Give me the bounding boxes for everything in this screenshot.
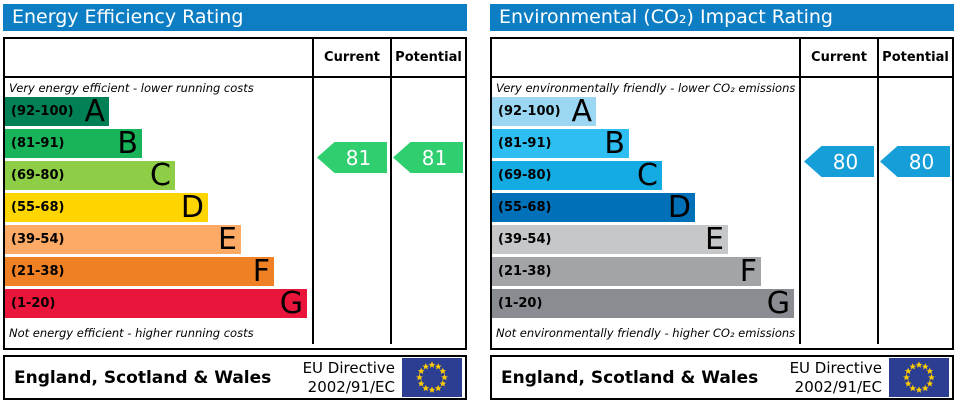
current-column: 81 [312, 78, 390, 344]
table-header-row: Current Potential [5, 39, 465, 78]
current-column-header: Current [312, 39, 390, 76]
potential-rating-value: 80 [908, 149, 935, 174]
band-letter: C [637, 161, 658, 190]
band-row-a: (92-100) A [492, 97, 596, 126]
band-range: (1-20) [498, 296, 543, 311]
band-letter: F [252, 257, 270, 286]
table-header-row: Current Potential [492, 39, 952, 78]
eu-directive-line1: EU Directive [302, 358, 395, 377]
band-row-c: (69-80) C [492, 161, 662, 190]
band-row-b: (81-91) B [5, 129, 142, 158]
environmental-impact-panel: Environmental (CO₂) Impact Rating Curren… [490, 4, 954, 400]
band-letter: B [117, 129, 138, 158]
panel-title: Environmental (CO₂) Impact Rating [490, 4, 954, 31]
rating-table: Current Potential Very environmentally f… [490, 37, 954, 350]
eu-directive-label: EU Directive 2002/91/EC [790, 359, 882, 397]
band-range: (55-68) [11, 200, 65, 215]
band-row-a: (92-100) A [5, 97, 109, 126]
top-note: Very energy efficient - lower running co… [9, 81, 254, 95]
band-row-e: (39-54) E [5, 225, 241, 254]
band-row-g: (1-20) G [5, 289, 307, 318]
current-column: 80 [799, 78, 877, 344]
potential-rating-arrow: 80 [880, 146, 950, 177]
potential-column: 81 [390, 78, 465, 344]
band-range: (21-38) [498, 264, 552, 279]
band-letter: F [739, 257, 757, 286]
band-letter: E [218, 225, 237, 254]
eu-directive-line1: EU Directive [789, 358, 882, 377]
current-rating-arrow: 81 [317, 142, 387, 173]
band-range: (81-91) [11, 136, 65, 151]
top-note: Very environmentally friendly - lower CO… [496, 81, 796, 95]
band-range: (69-80) [498, 168, 552, 183]
rating-table: Current Potential Very energy efficient … [3, 37, 467, 350]
band-row-e: (39-54) E [492, 225, 728, 254]
header-spacer [492, 39, 799, 76]
band-letter: A [571, 97, 592, 126]
band-range: (55-68) [498, 200, 552, 215]
table-body: Very energy efficient - lower running co… [5, 78, 465, 344]
current-rating-value: 80 [832, 149, 859, 174]
band-letter: A [84, 97, 105, 126]
band-letter: C [150, 161, 171, 190]
band-row-d: (55-68) D [492, 193, 695, 222]
header-spacer [5, 39, 312, 76]
potential-column: 80 [877, 78, 952, 344]
band-row-g: (1-20) G [492, 289, 794, 318]
band-range: (39-54) [498, 232, 552, 247]
table-body: Very environmentally friendly - lower CO… [492, 78, 952, 344]
band-row-c: (69-80) C [5, 161, 175, 190]
band-range: (92-100) [498, 104, 561, 119]
potential-column-header: Potential [390, 39, 465, 76]
current-rating-arrow: 80 [804, 146, 874, 177]
band-row-f: (21-38) F [492, 257, 761, 286]
bottom-note: Not energy efficient - higher running co… [9, 326, 254, 340]
band-letter: D [180, 193, 204, 222]
band-range: (81-91) [498, 136, 552, 151]
potential-rating-arrow: 81 [393, 142, 463, 173]
band-letter: B [604, 129, 625, 158]
potential-rating-value: 81 [421, 145, 448, 170]
band-row-b: (81-91) B [492, 129, 629, 158]
panel-footer: England, Scotland & Wales EU Directive 2… [490, 355, 954, 400]
current-column-header: Current [799, 39, 877, 76]
panel-title: Energy Efficiency Rating [3, 4, 467, 31]
region-label: England, Scotland & Wales [501, 367, 759, 388]
panel-footer: England, Scotland & Wales EU Directive 2… [3, 355, 467, 400]
band-letter: D [667, 193, 691, 222]
region-label: England, Scotland & Wales [14, 367, 272, 388]
eu-flag-icon [402, 358, 462, 397]
bands-column: Very environmentally friendly - lower CO… [492, 78, 799, 344]
band-range: (69-80) [11, 168, 65, 183]
band-range: (21-38) [11, 264, 65, 279]
bottom-note: Not environmentally friendly - higher CO… [496, 326, 796, 340]
band-range: (1-20) [11, 296, 56, 311]
band-letter: G [766, 289, 790, 318]
band-letter: E [705, 225, 724, 254]
eu-flag-icon [889, 358, 949, 397]
band-row-d: (55-68) D [5, 193, 208, 222]
eu-directive-label: EU Directive 2002/91/EC [303, 359, 395, 397]
eu-directive-line2: 2002/91/EC [794, 377, 882, 396]
bands-column: Very energy efficient - lower running co… [5, 78, 312, 344]
band-letter: G [279, 289, 303, 318]
potential-column-header: Potential [877, 39, 952, 76]
band-row-f: (21-38) F [5, 257, 274, 286]
current-rating-value: 81 [345, 145, 372, 170]
band-range: (39-54) [11, 232, 65, 247]
band-range: (92-100) [11, 104, 74, 119]
energy-efficiency-panel: Energy Efficiency Rating Current Potenti… [3, 4, 467, 400]
eu-directive-line2: 2002/91/EC [307, 377, 395, 396]
